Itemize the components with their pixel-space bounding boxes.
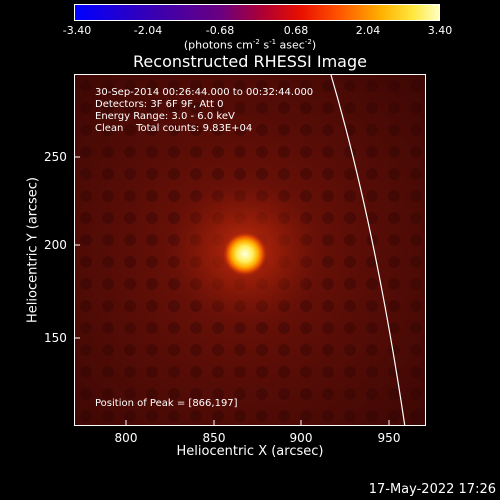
colorbar [74,4,440,21]
colorbar-tick-label: 2.04 [355,24,381,37]
info-energy-range: Energy Range: 3.0 - 6.0 keV [95,111,235,122]
plot-timestamp: 17-May-2022 17:26 [368,482,496,497]
flare-source [223,232,267,276]
solar-limb-line [330,75,406,425]
info-time-range: 30-Sep-2014 00:26:44.000 to 00:32:44.000 [95,87,314,98]
colorbar-tick-label: -3.40 [62,24,92,37]
info-detectors: Detectors: 3F 6F 9F, Att 0 [95,99,224,110]
image-canvas [75,75,425,425]
colorbar-tick-label: -2.04 [133,24,163,37]
colorbar-units: (photons cm-2 s-1 asec-2) [183,38,317,52]
x-tick-label: 800 [114,431,138,445]
y-axis-label: Heliocentric Y (arcsec) [25,177,41,323]
y-tick-label: 150 [44,331,67,345]
y-tick-label: 250 [44,150,67,164]
x-tick-label: 950 [377,431,401,445]
x-tick-label: 900 [289,431,313,445]
colorbar-tick-label: 0.68 [283,24,309,37]
colorbar-tick-label: 3.40 [427,24,453,37]
info-clean-counts: Clean Total counts: 9.83E+04 [95,123,253,134]
x-tick-label: 850 [202,431,226,445]
image-plot: 30-Sep-2014 00:26:44.000 to 00:32:44.000… [74,74,426,426]
x-axis-label: Heliocentric X (arcsec) [176,444,324,459]
y-tick-label: 200 [44,238,67,252]
colorbar-tick-label: -0.68 [205,24,235,37]
plot-title: Reconstructed RHESSI Image [133,52,367,71]
peak-position-label: Position of Peak = [866,197] [95,398,238,409]
